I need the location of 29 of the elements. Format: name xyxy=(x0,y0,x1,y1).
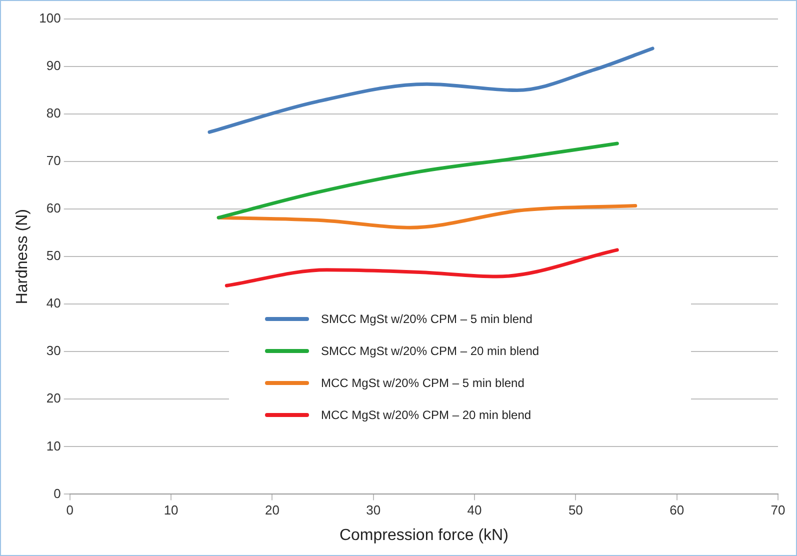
x-tick-label: 40 xyxy=(467,502,482,518)
y-tick-label: 80 xyxy=(46,106,61,121)
y-tick-label: 60 xyxy=(46,200,61,216)
y-tick-label: 40 xyxy=(46,296,61,311)
line-series xyxy=(208,46,654,134)
x-tick-label: 60 xyxy=(670,502,684,518)
y-tick-label: 30 xyxy=(46,343,61,358)
line-series xyxy=(216,204,638,230)
legend-label: MCC MgSt w/20% CPM – 5 min blend xyxy=(321,376,524,390)
x-tick-label: 30 xyxy=(366,502,381,518)
y-tick-label: 50 xyxy=(46,248,61,264)
x-tick-label: 70 xyxy=(770,502,786,518)
y-tick-label: 70 xyxy=(46,153,61,168)
line-series xyxy=(216,142,619,220)
legend-label: SMCC MgSt w/20% CPM – 20 min blend xyxy=(321,344,540,358)
x-tick-label: 20 xyxy=(264,502,280,518)
x-tick-label: 10 xyxy=(164,502,178,518)
y-tick-label: 20 xyxy=(46,390,61,406)
x-tick-label: 0 xyxy=(66,502,74,518)
y-tick-label: 10 xyxy=(46,438,61,454)
y-axis-title: Hardness (N) xyxy=(14,209,32,304)
legend-label: MCC MgSt w/20% CPM – 20 min blend xyxy=(321,408,532,422)
legend-label: SMCC MgSt w/20% CPM – 5 min blend xyxy=(321,312,532,326)
line-series xyxy=(224,248,619,288)
y-tick-label: 90 xyxy=(46,58,61,74)
y-tick-label: 100 xyxy=(39,10,61,26)
x-axis-title: Compression force (kN) xyxy=(339,526,508,544)
y-tick-label: 0 xyxy=(54,486,61,501)
x-tick-label: 50 xyxy=(568,502,583,518)
